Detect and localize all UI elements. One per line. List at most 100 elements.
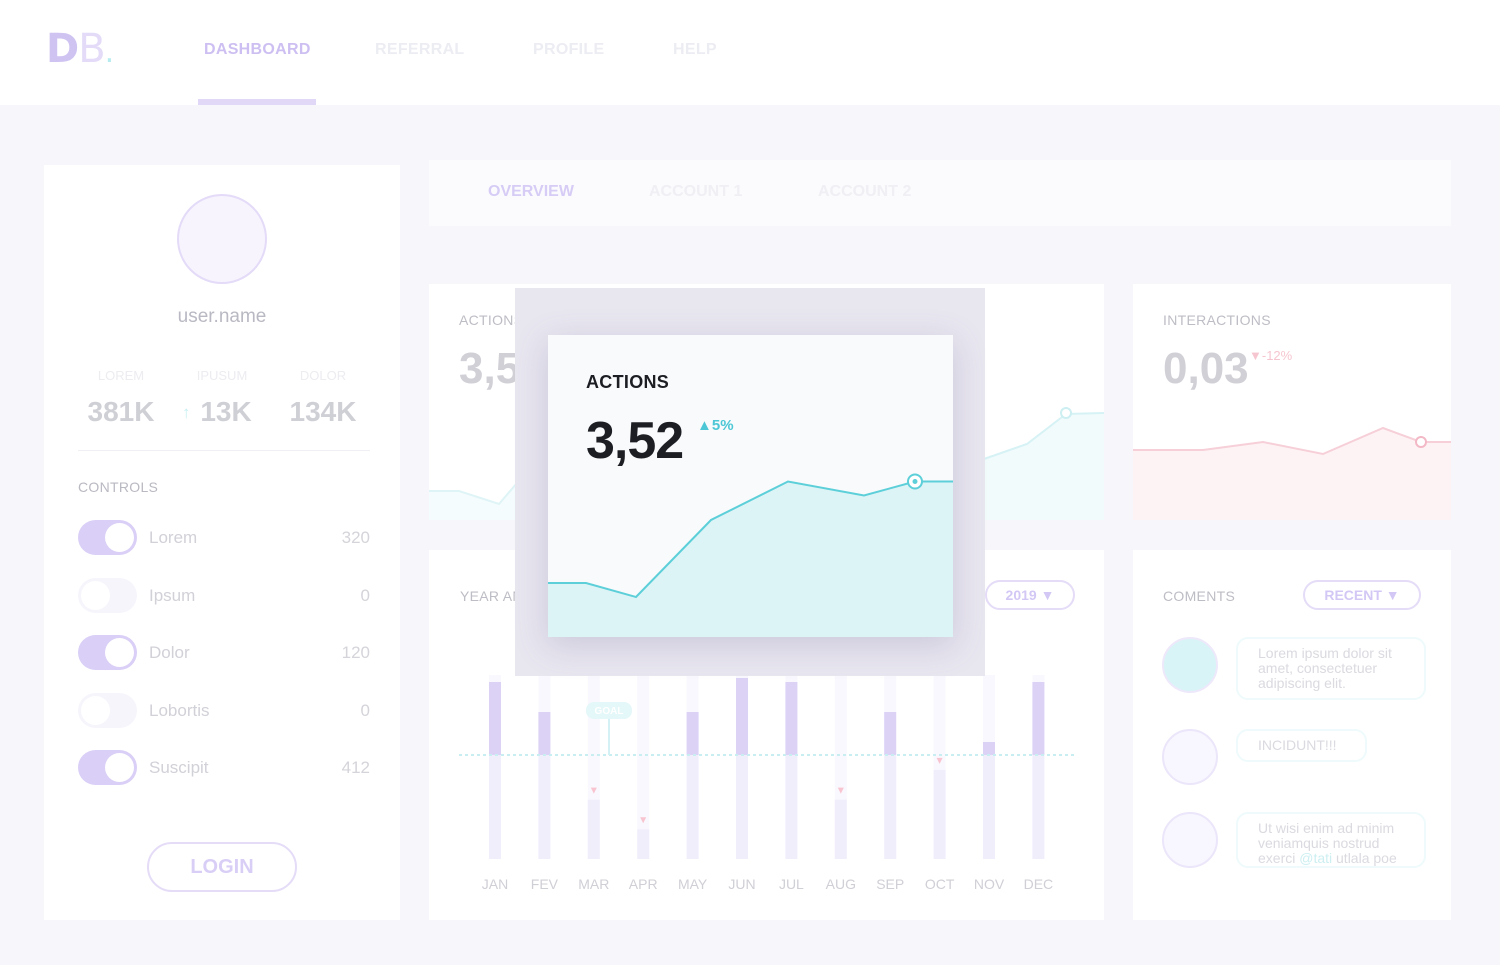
goal-label: GOAL	[595, 706, 624, 717]
recent-filter-button[interactable]: RECENT ▼	[1303, 580, 1421, 610]
control-label-suscipit: Suscipit	[149, 758, 209, 777]
tab-account-2[interactable]: ACCOUNT 2	[818, 183, 912, 200]
month-label-jul: JUL	[779, 876, 804, 892]
toggle-suscipit[interactable]	[78, 750, 137, 785]
control-count-ipsum: 0	[360, 586, 370, 605]
username: user.name	[177, 306, 267, 327]
bar-aug	[834, 799, 847, 859]
actions-card-value: 3,5	[459, 344, 521, 393]
month-label-jan: JAN	[482, 876, 508, 892]
modal-area-fill	[548, 481, 953, 637]
nav-referral[interactable]: REFERRAL	[375, 41, 465, 58]
avatar[interactable]	[177, 194, 267, 284]
stat-label-lorem: LOREM	[97, 368, 145, 383]
toggle-ipsum[interactable]	[78, 578, 137, 613]
comment-text: amet, consectetuer	[1258, 660, 1378, 676]
logo-letter-d: D	[46, 26, 79, 72]
toggle-knob	[105, 753, 134, 782]
toggle-knob	[81, 581, 110, 610]
bar-dec	[1032, 682, 1045, 755]
year-select[interactable]: 2019 ▼	[985, 580, 1075, 610]
brand-logo[interactable]: DB.	[46, 26, 114, 72]
comment-text: Lorem ipsum dolor sit	[1258, 645, 1392, 661]
top-nav-bar: DB. DASHBOARD REFERRAL PROFILE HELP	[0, 0, 1500, 105]
nav-dashboard[interactable]: DASHBOARD	[204, 41, 311, 58]
account-tabs: OVERVIEW ACCOUNT 1 ACCOUNT 2	[429, 160, 1451, 226]
bar-nov	[983, 742, 995, 755]
bar-fev	[538, 712, 551, 755]
modal-title: ACTIONS	[586, 372, 670, 392]
year-chart-title: YEAR AN	[460, 588, 523, 604]
modal-area-line	[548, 480, 953, 599]
bar-base-sep	[884, 755, 897, 859]
bar-jun	[736, 678, 748, 755]
comment-text-part: utlala poe	[1332, 850, 1397, 866]
login-button[interactable]: LOGIN	[147, 842, 297, 892]
bar-jul	[785, 682, 798, 755]
controls-title: CONTROLS	[78, 479, 159, 495]
nav-profile[interactable]: PROFILE	[533, 41, 605, 58]
below-goal-marker	[590, 787, 597, 794]
comment-avatar[interactable]	[1162, 637, 1218, 693]
month-label-jun: JUN	[728, 876, 755, 892]
nav-help[interactable]: HELP	[673, 41, 717, 58]
control-count-lorem: 320	[341, 528, 370, 547]
year-bar-chart: JAN FEV MAR APR MAY JUN JUL AUG SEP OCT NOV DEC GOAL	[459, 675, 1074, 892]
toggle-lobortis[interactable]	[78, 693, 137, 728]
bar-sep	[884, 712, 897, 755]
stat-value-lorem: 381K	[87, 396, 155, 427]
bar-base-jun	[736, 755, 748, 859]
toggle-knob	[81, 696, 110, 725]
comment-bubble: INCIDUNT!!!	[1236, 729, 1367, 762]
month-label-dec: DEC	[1024, 876, 1054, 892]
toggle-knob	[105, 523, 134, 552]
month-label-aug: AUG	[826, 876, 856, 892]
stat-value-dolor: 134K	[289, 396, 357, 427]
bar-base-may	[686, 755, 699, 859]
toggle-lorem[interactable]	[78, 520, 137, 555]
tab-overview[interactable]: OVERVIEW	[488, 183, 574, 200]
comment-text: INCIDUNT!!!	[1258, 737, 1337, 753]
below-goal-marker	[837, 787, 844, 794]
bar-base-fev	[538, 755, 551, 859]
below-goal-marker	[640, 817, 647, 824]
tab-account-1[interactable]: ACCOUNT 1	[649, 183, 743, 200]
stat-label-dolor: DOLOR	[299, 368, 347, 383]
bar-base-jul	[785, 755, 798, 859]
toggle-dolor[interactable]	[78, 635, 137, 670]
modal-point-dot	[912, 479, 918, 484]
comment-bubble: Lorem ipsum dolor sit amet, consectetuer…	[1236, 637, 1426, 700]
logo-dot: .	[104, 35, 114, 70]
modal-value: 3,52	[586, 412, 684, 470]
interactions-card-value: 0,03	[1163, 344, 1249, 393]
comments-card: COMENTS RECENT ▼ Lorem ipsum dolor sit a…	[1133, 550, 1451, 920]
stat-label-ipusum: IPUSUM	[196, 368, 248, 383]
control-label-lobortis: Lobortis	[149, 701, 210, 720]
bar-may	[686, 712, 699, 755]
control-label-ipsum: Ipsum	[149, 586, 196, 605]
bar-mar	[587, 799, 600, 859]
control-count-lobortis: 0	[360, 701, 370, 720]
month-label-mar: MAR	[578, 876, 609, 892]
bar-base-dec	[1032, 755, 1045, 859]
interactions-card: INTERACTIONS 0,03 ▼-12%	[1133, 284, 1451, 520]
profile-card: user.name LOREM IPUSUM DOLOR 381K ↑ 13K …	[44, 165, 400, 920]
interactions-card-chart	[1133, 426, 1451, 520]
below-goal-marker	[936, 757, 943, 764]
actions-card-title: ACTIONS	[459, 312, 524, 328]
comment-avatar[interactable]	[1162, 812, 1218, 868]
bar-base-nov	[983, 755, 995, 859]
mention-link[interactable]: @tati	[1299, 850, 1333, 866]
comment-text: adipiscing elit.	[1258, 675, 1346, 691]
actions-modal[interactable]: ACTIONS 3,52 ▲5%	[548, 335, 953, 637]
interactions-card-title: INTERACTIONS	[1163, 312, 1271, 328]
comment-avatar[interactable]	[1162, 729, 1218, 785]
toggle-knob	[105, 638, 134, 667]
month-label-fev: FEV	[531, 876, 559, 892]
comment-text: veniamquis nostrud	[1258, 835, 1380, 851]
comment-bubble: Ut wisi enim ad minim veniamquis nostrud…	[1236, 812, 1426, 868]
control-label-lorem: Lorem	[149, 528, 198, 547]
month-label-apr: APR	[629, 876, 658, 892]
divider	[78, 450, 370, 451]
modal-area-chart	[548, 473, 953, 637]
